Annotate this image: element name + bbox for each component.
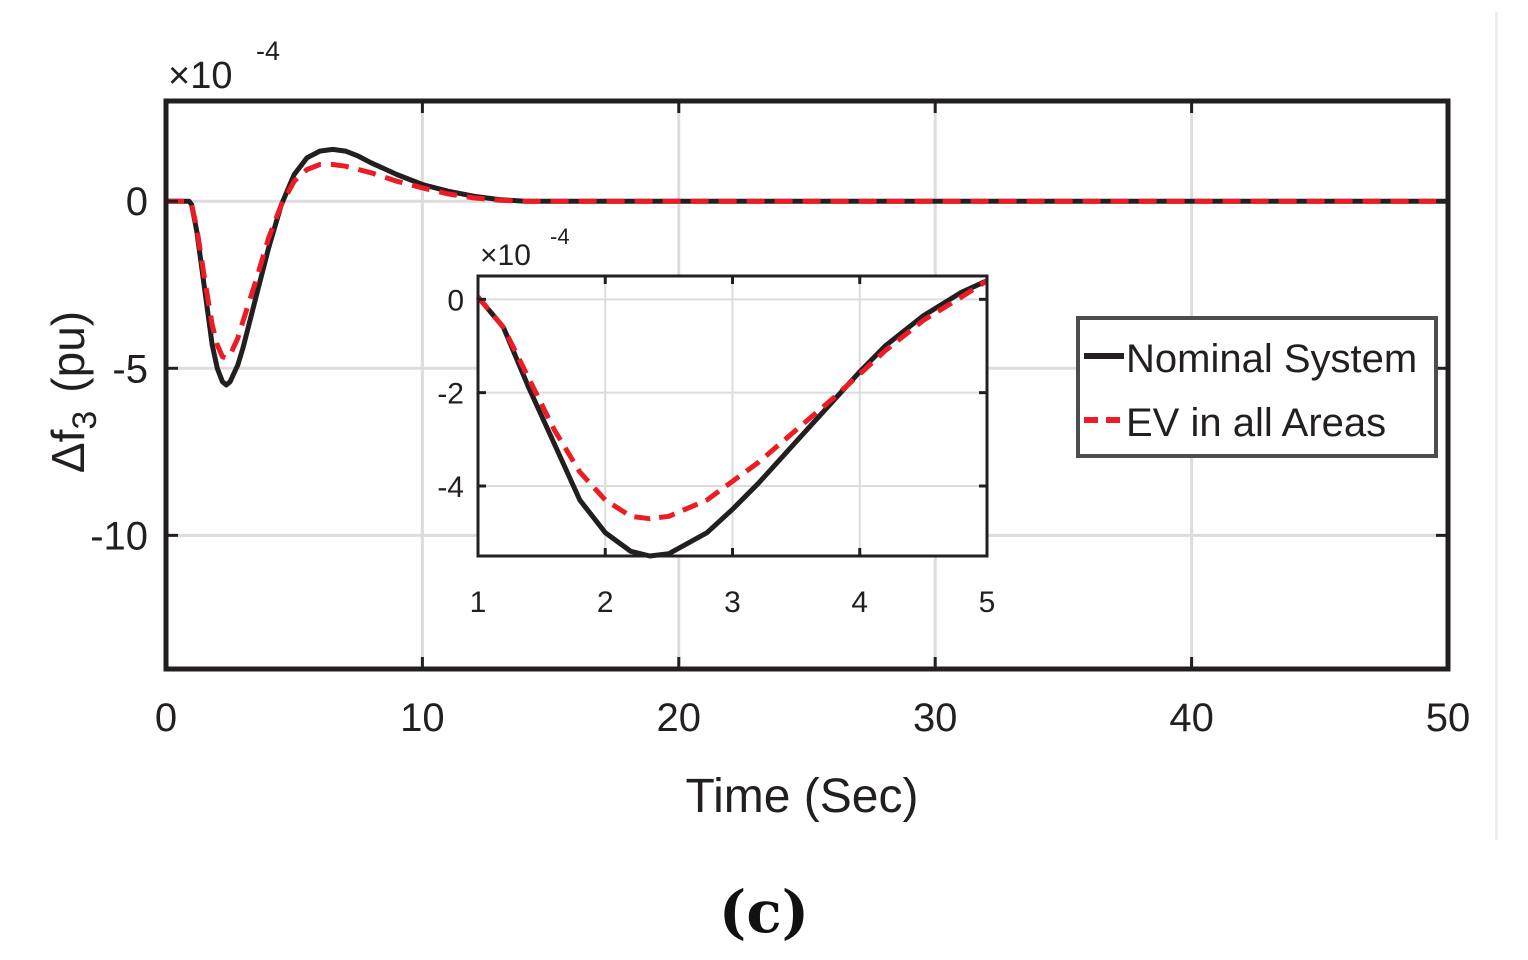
legend-label-nominal-system: Nominal System xyxy=(1126,337,1417,381)
inset-y-scale-base: ×10 xyxy=(480,239,531,272)
main-y-tick-label: 0 xyxy=(126,180,148,224)
panel-label: (c) xyxy=(718,878,810,946)
main-x-tick-label: 20 xyxy=(657,696,702,740)
inset-series-nominal-system xyxy=(476,278,989,559)
x-axis-label: Time (Sec) xyxy=(686,770,919,823)
inset-x-tick-labels: 1 2 3 4 5 xyxy=(470,586,996,619)
main-y-tick-labels: 0 -5 -10 xyxy=(90,180,148,558)
y-axis-label-unit: (pu) xyxy=(42,311,94,393)
inset-grid xyxy=(478,276,987,556)
inset-x-tick-label: 3 xyxy=(724,586,741,619)
main-y-tick-label: -5 xyxy=(112,347,148,391)
inset-series-group xyxy=(476,278,989,559)
main-tick-marks xyxy=(164,101,1450,669)
main-axes-frame xyxy=(163,98,1451,672)
y-axis-label-subscript: 3 xyxy=(66,411,104,430)
inset-x-tick-label: 2 xyxy=(597,586,614,619)
main-x-tick-label: 50 xyxy=(1426,696,1471,740)
inset-y-tick-label: -2 xyxy=(437,378,464,411)
legend: Nominal System EV in all Areas xyxy=(1076,316,1438,458)
main-y-scale-base: ×10 xyxy=(168,55,232,97)
main-x-tick-label: 40 xyxy=(1169,696,1214,740)
inset-y-scale-exponent: -4 xyxy=(550,224,570,249)
inset-series-ev-in-all-areas xyxy=(476,278,989,522)
inset-x-tick-label: 1 xyxy=(470,586,487,619)
main-x-tick-labels: 0 10 20 30 40 50 xyxy=(155,696,1470,740)
main-x-tick-label: 0 xyxy=(155,696,177,740)
inset-x-tick-label: 4 xyxy=(851,586,868,619)
inset-tick-marks xyxy=(476,276,989,556)
y-axis-label-main: Δf xyxy=(42,429,94,473)
main-x-tick-label: 10 xyxy=(400,696,445,740)
legend-box xyxy=(1076,316,1438,458)
legend-label-ev-in-all-areas: EV in all Areas xyxy=(1126,401,1386,445)
main-x-tick-label: 30 xyxy=(913,696,958,740)
main-series-ev-in-all-areas xyxy=(166,162,1448,361)
inset-x-tick-label: 5 xyxy=(979,586,996,619)
y-axis-label: Δf3 (pu) xyxy=(42,311,104,473)
inset-y-tick-label: 0 xyxy=(447,284,464,317)
main-series-group xyxy=(166,146,1448,388)
inset-y-tick-label: -4 xyxy=(437,471,464,504)
inset-y-tick-labels: 0 -2 -4 xyxy=(437,284,464,504)
main-y-tick-label: -10 xyxy=(90,514,148,558)
page-edge-rule xyxy=(1495,12,1498,840)
main-y-scale-exponent: -4 xyxy=(256,36,280,66)
